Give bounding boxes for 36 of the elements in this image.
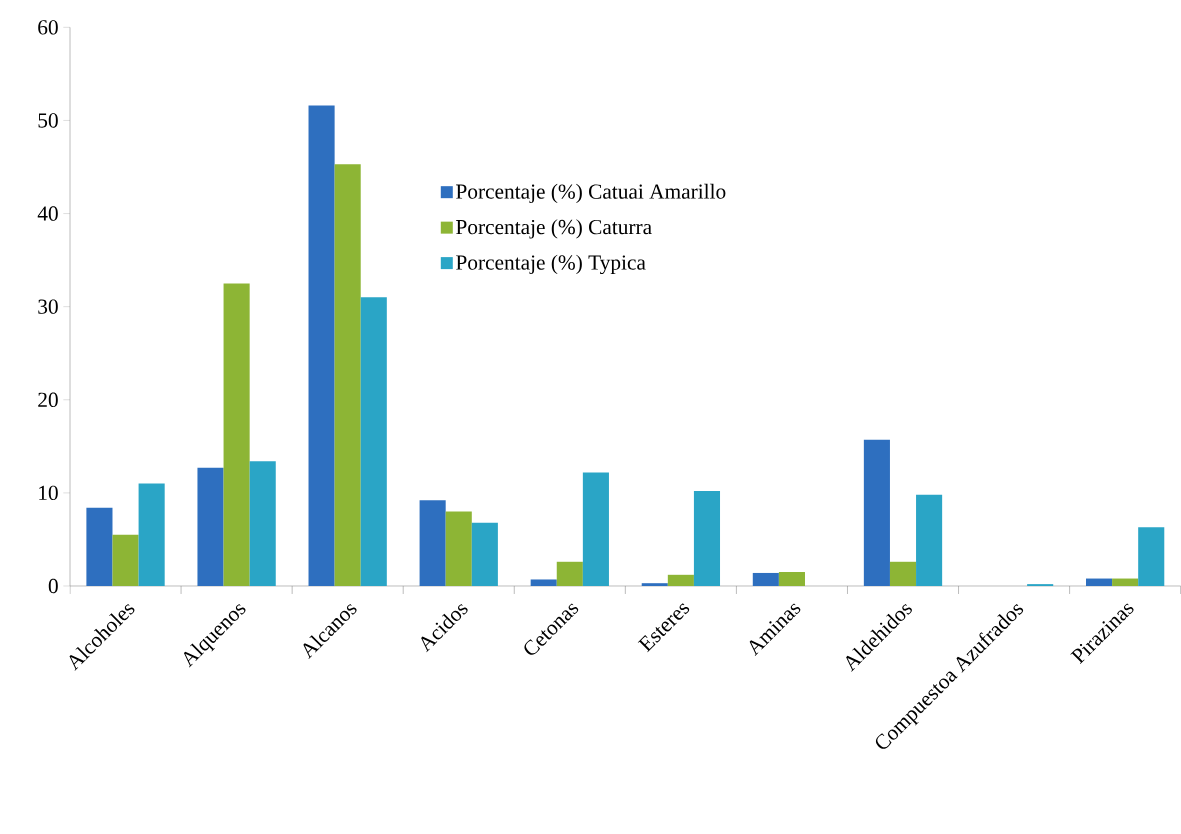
bar — [693, 491, 721, 586]
legend-label: Porcentaje (%) Caturra — [456, 219, 652, 239]
bar — [1112, 578, 1139, 586]
bar — [778, 572, 805, 586]
bar — [445, 511, 472, 586]
bar — [138, 483, 165, 586]
bar — [197, 467, 224, 586]
bar — [667, 574, 694, 586]
bar — [1085, 578, 1113, 586]
bar — [582, 472, 609, 586]
bar — [334, 164, 361, 586]
bar — [249, 461, 276, 586]
bar — [308, 105, 335, 586]
bar — [889, 561, 917, 586]
bar — [360, 297, 387, 586]
bar — [1138, 527, 1165, 586]
bar — [419, 500, 446, 586]
y-tick-label: 20 — [38, 392, 58, 407]
y-tick-label: 30 — [38, 299, 58, 314]
bar — [530, 579, 557, 586]
bar — [752, 572, 779, 586]
y-tick-label: 60 — [38, 20, 58, 35]
bar — [863, 439, 890, 586]
bar — [641, 583, 668, 586]
bar — [86, 507, 113, 586]
y-tick-label: 0 — [48, 578, 58, 594]
bar — [223, 283, 250, 586]
y-tick-label: 10 — [39, 485, 58, 501]
legend-label: Porcentaje (%) Typica — [456, 254, 646, 275]
bar — [471, 522, 498, 586]
bar — [112, 534, 139, 586]
y-tick-label: 40 — [37, 206, 58, 221]
bar — [916, 494, 943, 586]
y-tick-label: 50 — [38, 113, 58, 128]
legend-label: Porcentaje (%) Catuai Amarillo — [456, 183, 726, 204]
bar — [556, 561, 583, 586]
